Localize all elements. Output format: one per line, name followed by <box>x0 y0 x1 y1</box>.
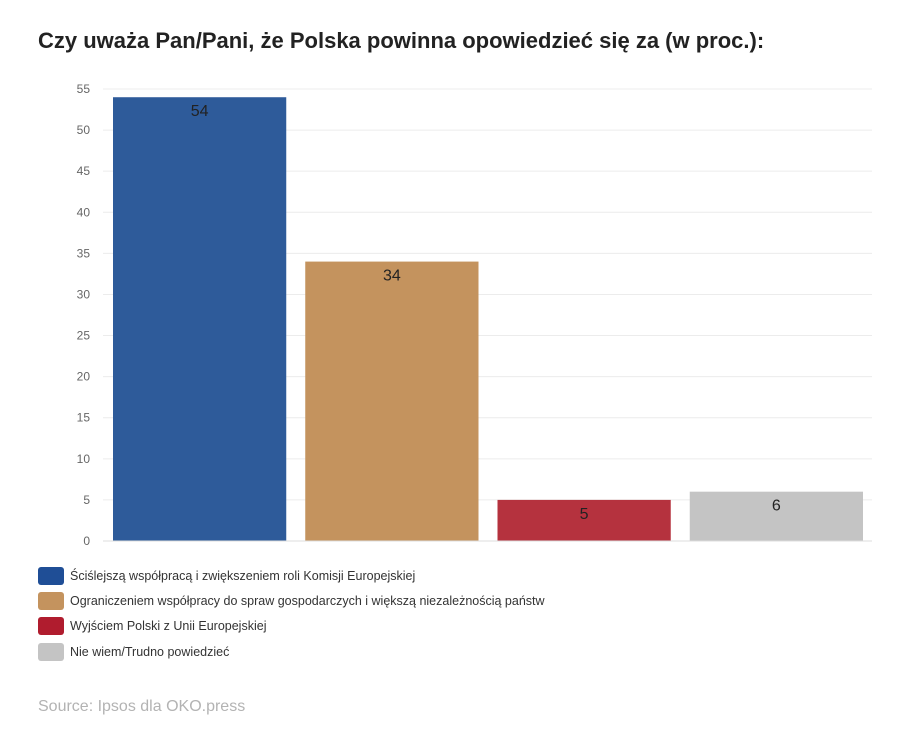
legend-item[interactable]: Ograniczeniem współpracy do spraw gospod… <box>38 588 545 613</box>
y-tick-label: 30 <box>77 287 91 301</box>
y-tick-label: 35 <box>77 246 91 260</box>
legend-item[interactable]: Nie wiem/Trudno powiedzieć <box>38 639 545 664</box>
y-tick-label: 5 <box>83 493 90 507</box>
bar <box>689 491 863 541</box>
y-tick-label: 0 <box>83 534 90 548</box>
legend-label: Ściślejszą współpracą i zwiększeniem rol… <box>70 568 416 583</box>
legend: Ściślejszą współpracą i zwiększeniem rol… <box>38 563 545 664</box>
data-label: 34 <box>383 268 401 285</box>
chart-title: Czy uważa Pan/Pani, że Polska powinna op… <box>38 28 765 53</box>
legend-swatch <box>38 591 64 610</box>
bar <box>305 261 479 541</box>
bar-chart: 0 5 10 15 20 25 30 35 40 45 50 55 54 34 5 6 <box>77 82 872 548</box>
y-tick-label: 20 <box>77 370 91 384</box>
y-tick-label: 15 <box>77 411 91 425</box>
y-tick-label: 25 <box>77 329 91 343</box>
legend-swatch <box>38 566 64 585</box>
data-label: 6 <box>772 498 781 515</box>
bar <box>497 499 671 541</box>
y-tick-label: 45 <box>77 164 91 178</box>
legend-label: Nie wiem/Trudno powiedzieć <box>70 644 230 659</box>
legend-label: Wyjściem Polski z Unii Europejskiej <box>70 619 267 634</box>
y-tick-label: 10 <box>77 452 91 466</box>
source-note: Source: Ipsos dla OKO.press <box>38 698 246 715</box>
legend-item[interactable]: Ściślejszą współpracą i zwiększeniem rol… <box>38 563 545 588</box>
data-label: 54 <box>191 103 209 120</box>
legend-swatch <box>38 617 64 636</box>
bar <box>113 97 287 541</box>
y-tick-label: 40 <box>77 205 91 219</box>
legend-item[interactable]: Wyjściem Polski z Unii Europejskiej <box>38 614 545 639</box>
y-tick-label: 50 <box>77 123 91 137</box>
y-tick-label: 55 <box>77 82 91 96</box>
legend-swatch <box>38 642 64 661</box>
legend-label: Ograniczeniem współpracy do spraw gospod… <box>70 593 545 608</box>
data-label: 5 <box>580 506 589 523</box>
